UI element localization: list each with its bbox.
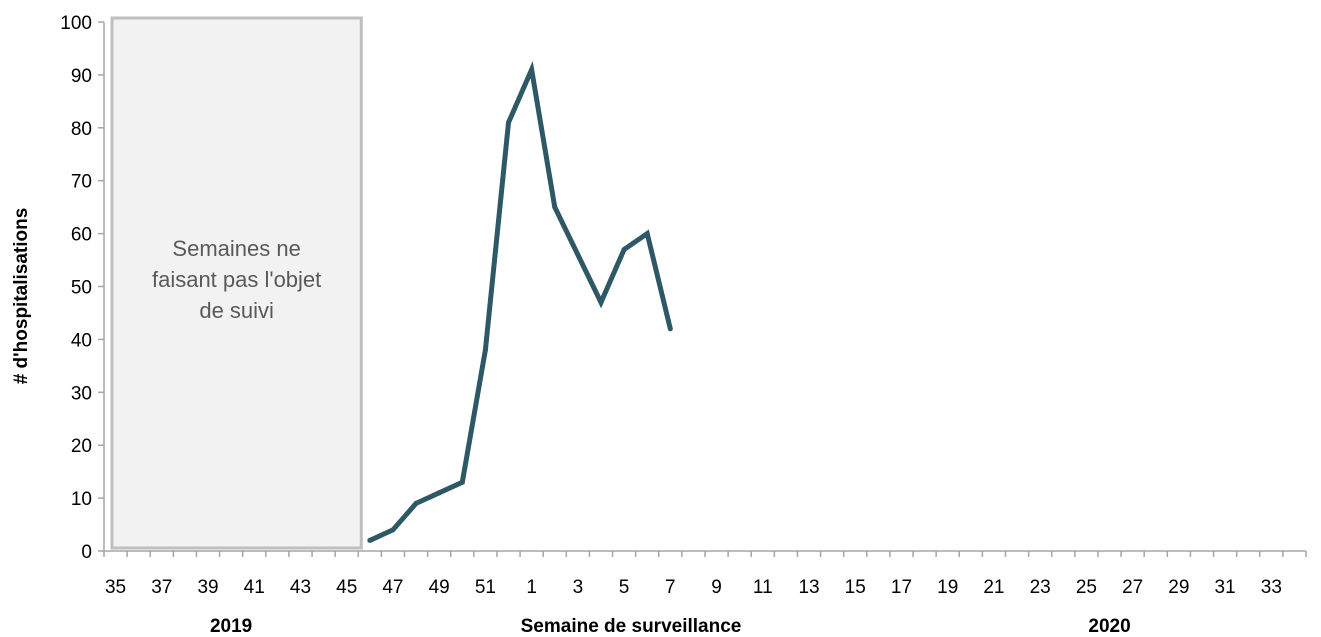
year-label: 2020: [1088, 616, 1130, 637]
x-tick-label: 39: [197, 577, 218, 598]
year-label: 2019: [210, 616, 252, 637]
y-tick-label: 40: [71, 330, 92, 351]
y-tick-label: 80: [71, 119, 92, 140]
shaded-region-label-line: faisant pas l'objet: [152, 267, 321, 292]
y-tick-label: 70: [71, 172, 92, 193]
x-tick-label: 23: [1030, 577, 1051, 598]
unmonitored-weeks-region: Semaines ne faisant pas l'objet de suivi: [110, 16, 363, 550]
x-tick-label: 47: [382, 577, 403, 598]
data-point: [390, 527, 396, 533]
x-tick-label: 27: [1122, 577, 1143, 598]
y-axis-title: # d'hospitalisations: [11, 208, 32, 385]
data-point: [459, 479, 465, 485]
shaded-region-label-line: Semaines ne: [172, 236, 300, 261]
data-point: [482, 347, 488, 353]
x-tick-label: 31: [1215, 577, 1236, 598]
x-tick-labels: 35 37 39 41 43 45 47 49 51 1 3 5 7 9 11 13 15 17 19 21 23 25 2…: [105, 577, 1282, 598]
y-tick-label: 60: [71, 225, 92, 246]
x-tick-label: 1: [526, 577, 537, 598]
x-tick-label: 25: [1076, 577, 1097, 598]
data-point: [367, 537, 373, 543]
x-tick-label: 41: [244, 577, 265, 598]
data-point: [529, 67, 535, 73]
y-tick-labels: 0 10 20 30 40 50 60 70 80 90 100: [60, 13, 92, 563]
x-tick-label: 21: [983, 577, 1004, 598]
data-point: [413, 500, 419, 506]
x-tick-label: 17: [891, 577, 912, 598]
x-axis-title: Semaine de surveillance: [521, 616, 742, 637]
y-tick-label: 90: [71, 66, 92, 87]
x-tick-label: 11: [753, 577, 773, 598]
x-tick-label: 9: [711, 577, 722, 598]
x-tick-label: 19: [937, 577, 958, 598]
x-tick-label: 13: [798, 577, 819, 598]
y-tick-label: 100: [60, 13, 92, 34]
series-line: [368, 60, 673, 543]
x-tick-label: 37: [151, 577, 172, 598]
data-point: [436, 490, 442, 496]
y-tick-label: 50: [71, 278, 92, 299]
x-tick-label: 51: [475, 577, 496, 598]
data-point: [552, 204, 558, 210]
data-point: [575, 252, 581, 258]
data-point: [667, 326, 673, 332]
data-point: [644, 231, 650, 237]
x-tick-label: 29: [1168, 577, 1189, 598]
x-tick-label: 45: [336, 577, 357, 598]
y-tick-label: 20: [71, 436, 92, 457]
data-point: [621, 246, 627, 252]
x-tick-label: 43: [290, 577, 311, 598]
x-tick-label: 15: [845, 577, 866, 598]
data-point: [506, 120, 512, 126]
shaded-region-label-line: de suivi: [199, 298, 274, 323]
axes: [98, 21, 1307, 557]
y-tick-label: 30: [71, 383, 92, 404]
x-tick-label: 7: [665, 577, 676, 598]
x-tick-label: 49: [429, 577, 450, 598]
series-layer: [367, 60, 673, 543]
x-tick-label: 3: [573, 577, 584, 598]
y-tick-label: 10: [71, 489, 92, 510]
x-tick-label: 5: [619, 577, 630, 598]
x-tick-label: 33: [1261, 577, 1282, 598]
x-tick-label: 35: [105, 577, 126, 598]
data-point: [598, 299, 604, 305]
shaded-region-box: [110, 16, 363, 550]
year-labels: 2019 2020: [210, 616, 1131, 637]
y-tick-label: 0: [81, 542, 92, 563]
